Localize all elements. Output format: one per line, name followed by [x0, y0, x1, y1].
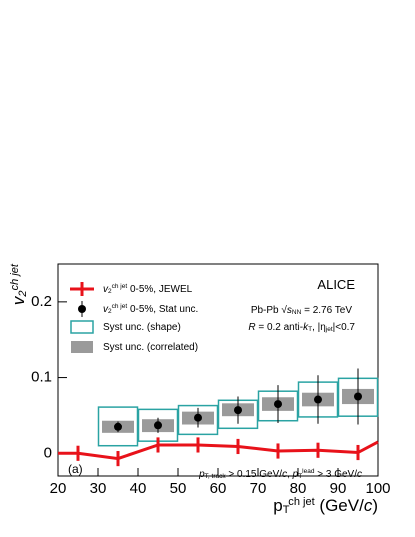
text-part: T, track [205, 473, 227, 480]
x-tick-label: 70 [250, 480, 267, 497]
text-part: 0-5%, Stat unc. [127, 304, 198, 315]
point [274, 400, 282, 409]
x-tick-label: 80 [290, 480, 307, 497]
text-part: s [287, 305, 292, 316]
text-part: (a) [68, 462, 83, 476]
legend-label: Syst unc. (shape) [103, 322, 181, 333]
text-part: NN [292, 309, 302, 316]
annotation: Pb-Pb √sNN = 2.76 TeV [251, 304, 352, 316]
text-part: ch jet [112, 303, 128, 310]
y-tick-label: 0.2 [31, 293, 52, 310]
text-part: jet [325, 326, 333, 333]
annotation: R = 0.2 anti-kT, |ηjet|<0.7 [248, 322, 355, 333]
text-part: 2 [108, 308, 112, 315]
annotation: (a) [68, 462, 83, 476]
x-tick-label: 20 [50, 480, 67, 497]
text-part: p [273, 496, 282, 515]
text-part: 0-5%, JEWEL [127, 284, 192, 295]
annotation: pT, track > 0.15 GeV/c, pTlead > 3 GeV/c [198, 468, 362, 480]
text-part: , [287, 469, 293, 480]
text-part: c [364, 496, 373, 515]
text-part: R [248, 322, 255, 333]
x-axis-label: pTch jet (GeV/c) [273, 496, 378, 516]
text-part: Syst unc. (shape) [103, 322, 181, 333]
text-part: lead [302, 468, 315, 475]
legend-label: Syst unc. (correlated) [103, 342, 198, 353]
text-part: v [103, 304, 109, 315]
text-part: > 3 GeV/ [314, 469, 357, 480]
syst-box [97, 406, 139, 447]
text-part: Syst unc. (correlated) [103, 342, 198, 353]
text-part: ) [372, 496, 378, 515]
line [58, 440, 379, 461]
text-part: v [103, 284, 109, 295]
text-part: p [198, 469, 205, 480]
x-tick-label: 100 [365, 480, 390, 497]
text-part: T [298, 473, 302, 480]
annotation: ALICE [317, 277, 355, 292]
point [234, 406, 242, 415]
plot-frame [57, 263, 379, 477]
x-tick-label: 40 [130, 480, 147, 497]
x-tick-label: 30 [90, 480, 107, 497]
text-part: p [292, 469, 299, 480]
text-part: c [357, 469, 362, 480]
text-part: k [303, 322, 309, 333]
point [114, 422, 122, 431]
text-part: 2 [17, 290, 29, 297]
x-tick-label: 50 [170, 480, 187, 497]
text-part: T [308, 326, 312, 333]
legend-label: v2ch jet 0-5%, JEWEL [103, 283, 193, 295]
text-part: ALICE [317, 277, 355, 292]
point [194, 413, 202, 422]
text-part: 2 [108, 288, 112, 295]
text-part: = 2.76 TeV [301, 305, 352, 316]
y-tick-label: 0 [44, 444, 52, 461]
text-part: v [9, 295, 28, 305]
legend-swatch [78, 305, 86, 313]
text-part: √ [281, 304, 287, 316]
legend-swatch [71, 341, 93, 353]
text-part: ch jet [9, 263, 21, 290]
text-part: ch jet [288, 496, 314, 508]
x-tick-label: 60 [210, 480, 227, 497]
point [314, 395, 322, 404]
text-part: ch jet [112, 283, 128, 290]
point [354, 392, 362, 401]
point [154, 421, 162, 430]
text-part: (GeV/ [315, 496, 364, 515]
legend-label: v2ch jet 0-5%, Stat unc. [103, 303, 198, 315]
text-part: = 0.2 anti- [256, 322, 304, 333]
legend-swatch [70, 320, 94, 334]
text-part: T [283, 504, 290, 516]
text-part: c [282, 469, 287, 480]
x-tick-label: 90 [330, 480, 347, 497]
y-axis-label: v2ch jet [9, 263, 29, 305]
y-tick-label: 0.1 [31, 369, 52, 386]
text-part: |<0.7 [333, 322, 356, 333]
text-part: , |η [312, 322, 326, 333]
syst-box [177, 404, 219, 436]
text-part: Pb-Pb [251, 305, 282, 316]
text-part: > 0.15 GeV/ [226, 469, 283, 480]
